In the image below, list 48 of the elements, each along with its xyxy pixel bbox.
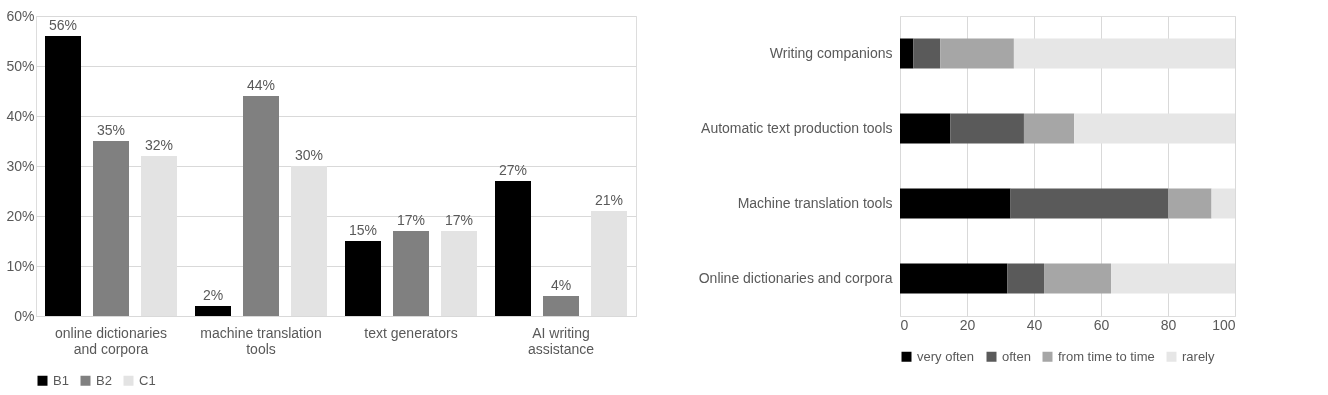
legend-label: from time to time <box>1058 348 1155 364</box>
data-label: 27% <box>498 162 528 178</box>
x-tick-label: 80 <box>1160 316 1177 333</box>
y-tick-label: 0% <box>14 307 35 324</box>
data-label: 4% <box>550 277 572 293</box>
data-label: 32% <box>144 137 174 153</box>
y-tick-label: Online dictionaries and corpora <box>698 269 893 286</box>
data-label: 30% <box>294 147 324 163</box>
x-tick-label: 40 <box>1026 316 1043 333</box>
bar <box>93 141 129 316</box>
y-tick-label: Machine translation tools <box>737 194 893 211</box>
y-tick-label: 30% <box>6 157 35 174</box>
x-tick-label: 100 <box>1212 316 1236 333</box>
legend-label: C1 <box>139 372 156 388</box>
x-tick-label: 0 <box>900 316 909 333</box>
x-tick-label: online dictionaries and corpora <box>54 324 168 357</box>
y-tick-label: 20% <box>6 207 35 224</box>
bar <box>45 36 81 316</box>
x-tick-label: 20 <box>959 316 976 333</box>
bar <box>195 306 231 316</box>
legend-label: B1 <box>53 372 69 388</box>
y-tick-label: Writing companions <box>769 44 893 61</box>
legend-label: rarely <box>1182 348 1216 364</box>
x-tick-label: machine translation tools <box>200 324 322 357</box>
bar <box>543 296 579 316</box>
x-tick-label: AI writing assistance <box>527 324 595 357</box>
bar <box>243 96 279 316</box>
y-tick-label: 40% <box>6 107 35 124</box>
y-tick-label: 10% <box>6 257 35 274</box>
data-label: 2% <box>202 287 224 303</box>
legend-label: very often <box>917 348 975 364</box>
data-label: 35% <box>96 122 126 138</box>
data-label: 17% <box>444 212 474 228</box>
data-label: 56% <box>48 17 78 33</box>
data-label: 44% <box>246 77 276 93</box>
data-label: 21% <box>594 192 624 208</box>
legend-label: often <box>1002 348 1031 364</box>
legend-label: B2 <box>96 372 112 388</box>
data-label: 17% <box>396 212 426 228</box>
x-tick-label: 60 <box>1093 316 1110 333</box>
bar <box>495 181 531 316</box>
y-tick-label: 60% <box>6 7 35 24</box>
x-tick-label: text generators <box>364 324 458 341</box>
bar <box>393 231 429 316</box>
y-tick-label: Automatic text production tools <box>701 119 893 136</box>
y-tick-label: 50% <box>6 57 35 74</box>
data-label: 15% <box>348 222 378 238</box>
bar <box>345 241 381 316</box>
